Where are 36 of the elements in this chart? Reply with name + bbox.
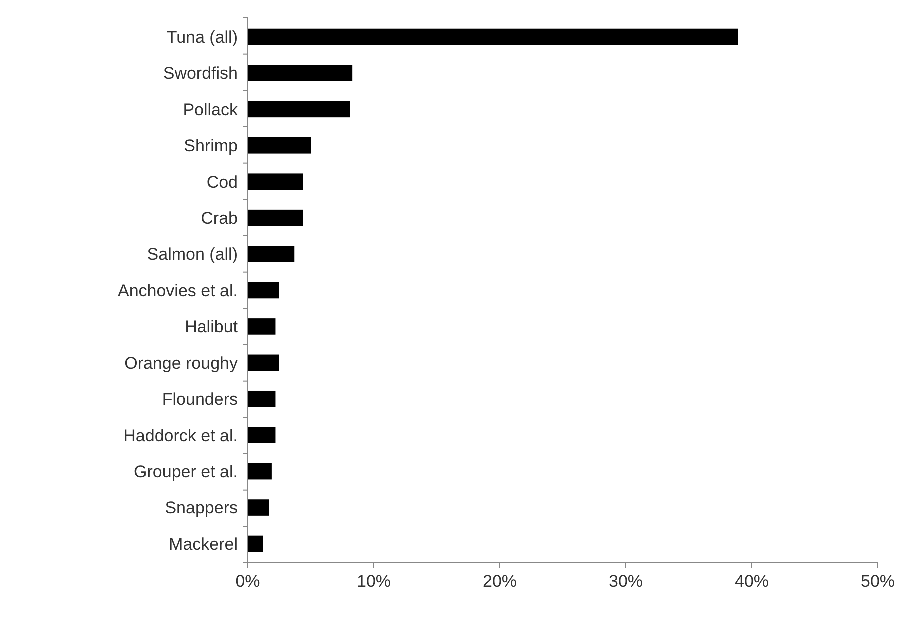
bar — [248, 210, 304, 226]
x-tick-label: 20% — [482, 572, 518, 591]
bar — [248, 536, 264, 552]
y-tick-label: Salmon (all) — [147, 245, 238, 264]
x-tick-label: 50% — [860, 572, 896, 591]
y-tick-label: Anchovies et al. — [118, 281, 238, 300]
bar — [248, 246, 295, 262]
bar — [248, 318, 276, 335]
bar — [248, 390, 276, 408]
y-tick-label: Halibut — [185, 318, 238, 337]
x-tick-label: 40% — [734, 572, 770, 591]
y-tick-label: Crab — [201, 209, 238, 228]
y-tick-label: Flounders — [162, 390, 238, 410]
x-tick-label: 0% — [236, 572, 260, 591]
y-tick-label: Swordfish — [163, 64, 238, 84]
x-tick-label: 10% — [356, 572, 392, 591]
y-tick-label: Shrimp — [184, 136, 238, 156]
y-tick-label: Tuna (all) — [166, 28, 238, 47]
bar — [248, 28, 738, 46]
y-tick-label: Cod — [206, 172, 238, 192]
y-tick-label: Grouper et al. — [134, 462, 238, 482]
bar — [248, 65, 353, 82]
bar — [248, 174, 304, 190]
bar — [248, 354, 280, 372]
bar — [248, 282, 280, 299]
y-tick-label: Snappers — [165, 498, 238, 518]
bar — [248, 500, 270, 516]
bar — [248, 138, 311, 154]
y-tick-label: Haddorck et al. — [124, 426, 238, 446]
y-tick-label: Orange roughy — [124, 354, 238, 373]
y-tick-label: Pollack — [183, 100, 238, 120]
bar — [248, 463, 272, 480]
bar — [248, 427, 276, 444]
x-tick-label: 30% — [608, 572, 644, 591]
y-tick-label: Mackerel — [169, 534, 238, 554]
bar — [248, 101, 350, 118]
